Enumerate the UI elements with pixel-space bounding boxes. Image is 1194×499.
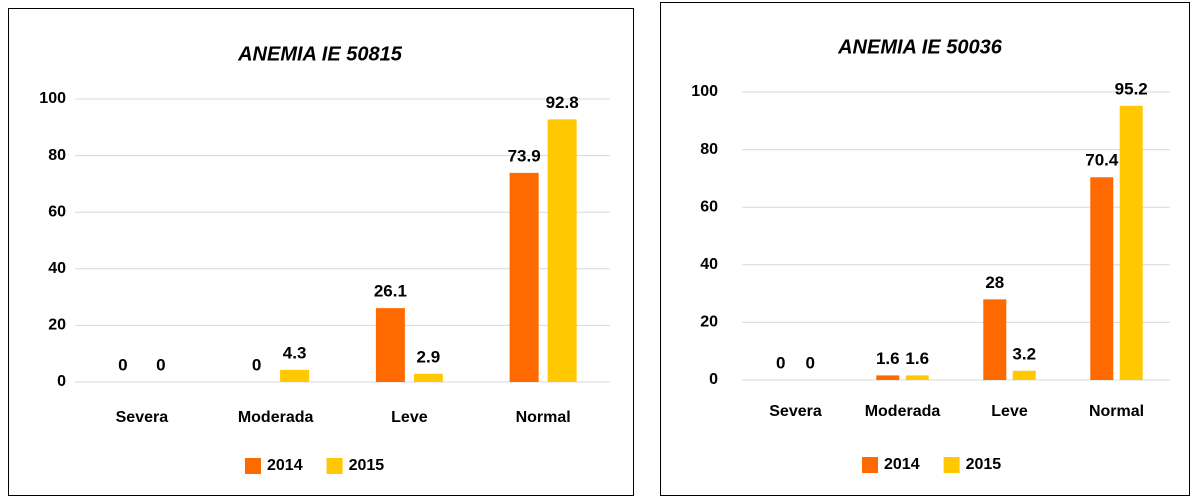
x-tick-label: Severa xyxy=(769,403,822,420)
data-label: 0 xyxy=(776,353,785,372)
x-tick-label: Moderada xyxy=(865,403,941,420)
data-label: 0 xyxy=(252,355,261,374)
data-label: 70.4 xyxy=(1085,151,1119,170)
y-tick-label: 60 xyxy=(700,198,718,215)
bar xyxy=(876,375,900,380)
y-tick-label: 80 xyxy=(700,141,718,158)
bar xyxy=(413,373,443,382)
bar xyxy=(1090,177,1114,380)
y-tick-label: 20 xyxy=(700,314,718,331)
y-tick-label: 100 xyxy=(691,83,718,100)
y-tick-label: 40 xyxy=(48,260,66,277)
y-tick-label: 20 xyxy=(48,317,66,334)
legend-swatch xyxy=(943,457,960,473)
data-label: 3.2 xyxy=(1012,344,1036,363)
data-label: 1.6 xyxy=(876,349,900,368)
legend-label: 2015 xyxy=(349,457,385,474)
data-label: 1.6 xyxy=(905,349,929,368)
x-tick-label: Leve xyxy=(991,403,1028,420)
legend-label: 2014 xyxy=(267,457,303,474)
x-tick-label: Normal xyxy=(1089,403,1144,420)
y-tick-label: 60 xyxy=(48,203,66,220)
y-tick-label: 80 xyxy=(48,147,66,164)
bar xyxy=(280,369,310,382)
y-tick-label: 100 xyxy=(39,90,66,107)
x-tick-label: Leve xyxy=(391,409,428,426)
data-label: 4.3 xyxy=(283,343,307,362)
data-label: 26.1 xyxy=(374,282,407,301)
data-label: 0 xyxy=(805,353,814,372)
data-label: 73.9 xyxy=(508,146,541,165)
bar xyxy=(1119,105,1143,380)
y-tick-label: 0 xyxy=(57,373,66,390)
data-label: 0 xyxy=(156,355,165,374)
bar xyxy=(547,119,577,382)
x-tick-label: Severa xyxy=(116,409,169,426)
chart-title: ANEMIA IE 50036 xyxy=(837,36,1003,58)
data-label: 2.9 xyxy=(417,347,441,366)
y-tick-label: 40 xyxy=(700,256,718,273)
bar xyxy=(983,299,1007,380)
bar xyxy=(1012,370,1036,380)
y-tick-label: 0 xyxy=(709,371,718,388)
bar xyxy=(509,172,539,382)
data-label: 28 xyxy=(985,273,1004,292)
legend-label: 2014 xyxy=(884,456,920,473)
legend-swatch xyxy=(326,458,343,474)
x-tick-label: Moderada xyxy=(238,409,314,426)
bar xyxy=(905,375,929,380)
x-tick-label: Normal xyxy=(516,409,571,426)
data-label: 95.2 xyxy=(1115,79,1148,98)
legend-label: 2015 xyxy=(966,456,1002,473)
bar xyxy=(375,308,405,382)
data-label: 0 xyxy=(118,355,127,374)
legend-swatch xyxy=(862,457,878,473)
chart-title: ANEMIA IE 50815 xyxy=(237,43,403,65)
legend-swatch xyxy=(245,458,261,474)
data-label: 92.8 xyxy=(546,93,579,112)
